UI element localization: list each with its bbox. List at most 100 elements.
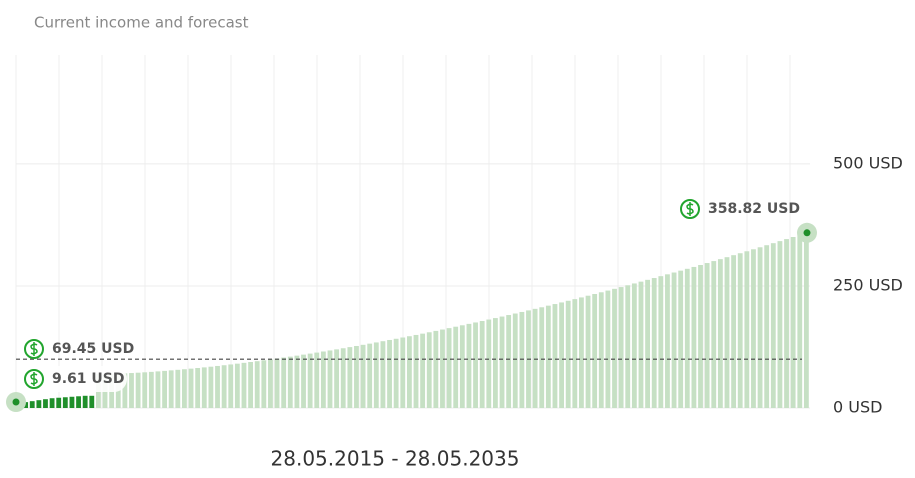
bar — [175, 369, 181, 408]
bar — [499, 316, 505, 408]
bar — [413, 334, 419, 408]
bar — [406, 336, 412, 408]
bar — [532, 308, 538, 408]
bar — [446, 328, 452, 408]
bar — [658, 276, 664, 408]
bar — [254, 361, 260, 408]
bar — [751, 249, 756, 408]
bar — [684, 268, 690, 408]
bar — [466, 323, 472, 408]
chart-title: Current income and forecast — [34, 14, 249, 32]
bar — [777, 241, 783, 408]
bar — [612, 288, 617, 408]
bar — [234, 363, 240, 408]
bar — [188, 368, 194, 408]
y-tick-label: 250 USD — [833, 275, 903, 294]
bar — [704, 263, 710, 408]
bar — [274, 358, 280, 408]
bar — [764, 245, 770, 408]
annotation-label: 358.82 USD — [708, 201, 800, 217]
bar — [678, 270, 684, 408]
bar — [645, 279, 650, 408]
bar — [49, 398, 55, 408]
bar — [459, 325, 465, 408]
label-background — [21, 366, 127, 392]
annotation-label: 69.45 USD — [52, 341, 134, 357]
bar — [698, 264, 703, 408]
bar — [301, 354, 306, 408]
bar — [803, 232, 809, 408]
bar — [241, 362, 247, 408]
bar — [155, 371, 161, 408]
bar — [248, 362, 253, 408]
bar — [638, 281, 644, 408]
bar — [519, 311, 525, 408]
annotation-label: 9.61 USD — [52, 371, 125, 387]
bar — [598, 292, 604, 408]
bar — [195, 368, 201, 408]
bar — [400, 337, 406, 408]
bar — [545, 305, 551, 408]
bar — [380, 341, 386, 408]
bar — [512, 313, 518, 408]
point — [803, 229, 811, 237]
bar — [367, 343, 373, 408]
bar — [148, 371, 154, 408]
bar — [228, 364, 234, 408]
bar — [605, 290, 611, 408]
bar — [770, 243, 776, 408]
bar — [585, 295, 591, 408]
bar — [724, 257, 730, 408]
bar — [314, 352, 320, 408]
bar — [671, 272, 677, 408]
bar — [717, 259, 723, 408]
bar — [221, 365, 227, 408]
bar — [618, 287, 624, 408]
bar — [201, 367, 207, 408]
bar — [493, 318, 498, 408]
y-tick-label: 0 USD — [833, 398, 882, 417]
bar — [320, 351, 326, 408]
bar — [281, 357, 287, 408]
bar — [36, 400, 42, 408]
bar — [737, 253, 743, 408]
bar — [135, 372, 141, 408]
bar — [89, 395, 95, 408]
bar — [453, 326, 459, 408]
bar — [426, 332, 432, 408]
bar — [651, 278, 657, 408]
bar — [592, 293, 598, 408]
y-tick-label: 500 USD — [833, 153, 903, 172]
bar — [347, 347, 353, 408]
bar — [307, 353, 313, 408]
bar — [29, 401, 35, 408]
bar — [373, 342, 379, 408]
bar — [797, 234, 803, 408]
point — [12, 398, 20, 406]
bar — [340, 348, 346, 408]
bar — [76, 396, 81, 408]
income-icon-glyph — [686, 202, 694, 216]
bar — [82, 395, 88, 408]
bar — [168, 370, 174, 408]
bar — [162, 370, 167, 408]
bar — [354, 345, 359, 408]
x-axis-label: 28.05.2015 - 28.05.2035 — [271, 447, 520, 471]
bar — [287, 356, 293, 408]
bar — [486, 319, 492, 408]
bar — [129, 373, 134, 408]
bar — [440, 329, 445, 408]
bar — [23, 402, 29, 408]
bar — [215, 365, 220, 408]
bar — [142, 372, 148, 408]
bar — [268, 359, 273, 408]
bar — [360, 344, 366, 408]
bar — [261, 360, 267, 408]
bar — [56, 397, 62, 408]
bar — [479, 320, 485, 408]
bar — [539, 307, 545, 408]
bar — [208, 366, 214, 408]
bar — [691, 266, 697, 408]
